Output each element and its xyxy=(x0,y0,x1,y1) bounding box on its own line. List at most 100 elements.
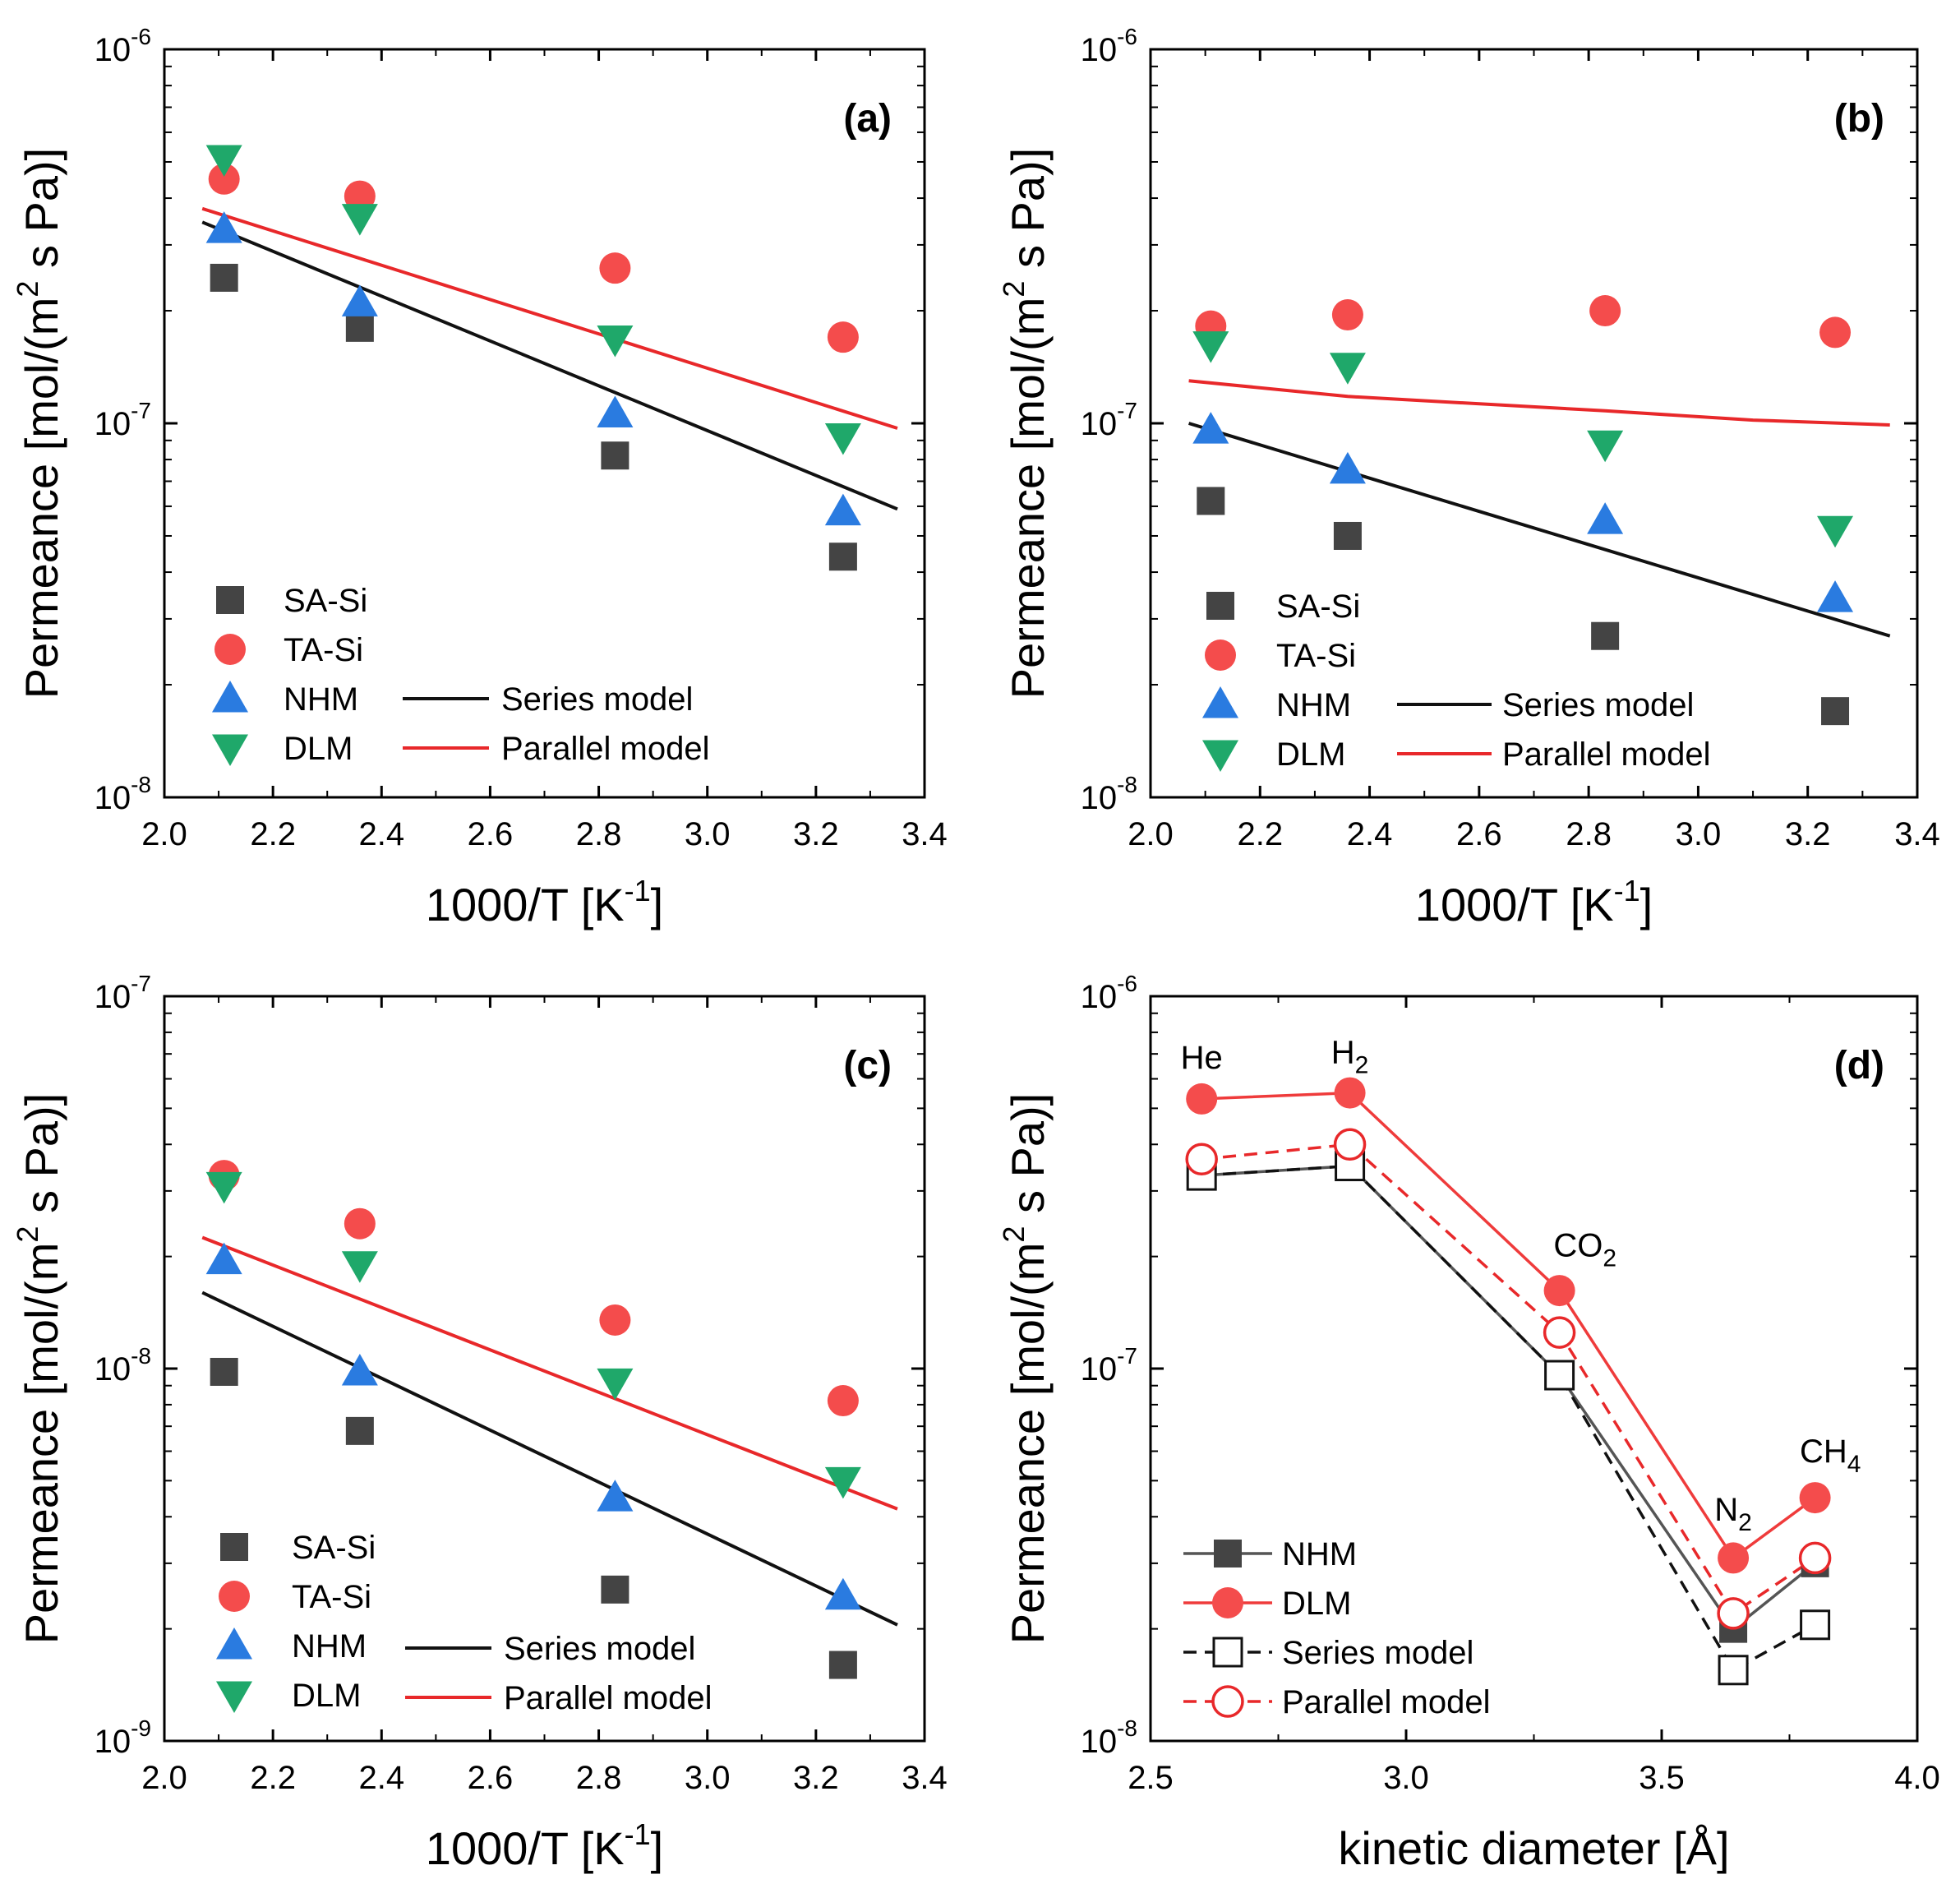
x-axis-label: kinetic diameter [Å] xyxy=(1338,1822,1729,1874)
x-tick-label: 4.0 xyxy=(1894,1760,1940,1796)
legend-nhm-marker xyxy=(1214,1540,1242,1567)
y-tick-label: 10-7 xyxy=(95,971,151,1015)
gas-label: CO2 xyxy=(1553,1228,1616,1272)
legend-label: TA-Si xyxy=(292,1579,371,1615)
parallel-model-point xyxy=(1717,1597,1750,1630)
dlm-point xyxy=(1186,1083,1218,1115)
legend-label: Series model xyxy=(1502,687,1694,723)
x-tick-label: 3.0 xyxy=(1676,816,1722,852)
parallel-model-point xyxy=(1543,1316,1576,1349)
nhm-point xyxy=(824,1577,861,1610)
series-model-point xyxy=(1544,1360,1575,1391)
panel-label: (b) xyxy=(1834,97,1884,141)
legend-label: SA-Si xyxy=(284,583,367,619)
legend-nhm-marker xyxy=(216,1628,252,1660)
x-tick-label: 2.4 xyxy=(358,1760,404,1796)
legend-label: NHM xyxy=(284,681,358,718)
x-tick-label: 2.8 xyxy=(1566,816,1612,852)
ta-si-point xyxy=(1331,299,1363,331)
legend-label: DLM xyxy=(1276,736,1345,773)
sa-si-point xyxy=(828,543,857,571)
dlm-point xyxy=(1817,515,1854,548)
x-tick-label: 3.2 xyxy=(793,1760,839,1796)
gas-label: CH4 xyxy=(1800,1434,1861,1478)
legend-label: SA-Si xyxy=(292,1530,376,1566)
ta-si-point xyxy=(1589,295,1621,327)
x-tick-label: 3.5 xyxy=(1639,1760,1685,1796)
legend-label: DLM xyxy=(292,1678,361,1714)
legend: SA-Si TA-Si NHM DLM Series model Parallel mod… xyxy=(212,583,709,767)
x-tick-label: 3.0 xyxy=(1383,1760,1429,1796)
nhm-point xyxy=(205,211,242,243)
legend-label: NHM xyxy=(1276,687,1351,723)
x-tick-label: 2.8 xyxy=(576,1760,622,1796)
series-model-point xyxy=(1800,1609,1831,1641)
ta-si-point xyxy=(344,180,376,212)
panel-c: 2.0 2.2 2.4 2.6 2.8 3.0 3.2 3.4 10-9 10-8 10-7 1000… xyxy=(11,971,948,1874)
legend-label: NHM xyxy=(1282,1536,1357,1572)
parallel-model-line xyxy=(201,206,898,430)
legend-nhm-marker xyxy=(212,681,248,713)
legend-dlm-marker xyxy=(1202,740,1238,772)
gas-label: H2 xyxy=(1331,1035,1369,1079)
legend-label: SA-Si xyxy=(1276,589,1360,625)
legend-dlm-marker xyxy=(212,734,248,766)
sa-si-point xyxy=(1333,521,1362,550)
legend: SA-Si TA-Si NHM DLM Series model Parallel mod… xyxy=(216,1530,712,1716)
nhm-point xyxy=(824,493,861,526)
y-tick-label: 10-7 xyxy=(1081,398,1137,442)
plot-frame xyxy=(163,995,926,1743)
sa-si-point xyxy=(210,1357,238,1386)
y-tick-label: 10-7 xyxy=(1081,1343,1137,1387)
series-model-line xyxy=(1201,1164,1816,1673)
dlm-point xyxy=(824,1466,861,1499)
nhm-point xyxy=(597,395,634,427)
panel-label: (d) xyxy=(1834,1044,1884,1087)
x-tick-label: 2.8 xyxy=(576,816,622,852)
x-tick-label: 2.0 xyxy=(141,1760,187,1796)
y-tick-label: 10-8 xyxy=(95,772,151,816)
x-tick-label: 2.0 xyxy=(1128,816,1174,852)
dlm-point xyxy=(824,422,861,455)
x-tick-label: 3.4 xyxy=(902,1760,948,1796)
y-tick-label: 10-8 xyxy=(1081,1715,1137,1760)
dlm-point xyxy=(597,325,634,358)
legend: NHM DLM Series model Parallel model xyxy=(1183,1536,1490,1720)
ta-si-point xyxy=(827,321,859,353)
gas-label: N2 xyxy=(1714,1492,1752,1536)
x-tick-label: 2.6 xyxy=(468,816,514,852)
legend-label: TA-Si xyxy=(284,632,363,668)
dlm-point xyxy=(597,1368,634,1401)
legend-label: Parallel model xyxy=(504,1680,712,1716)
x-tick-label: 3.4 xyxy=(1894,816,1940,852)
legend-label: DLM xyxy=(284,731,353,767)
dlm-point xyxy=(1587,430,1624,463)
x-tick-label: 3.2 xyxy=(1785,816,1831,852)
panel-b: 2.0 2.2 2.4 2.6 2.8 3.0 3.2 3.4 10-8 10-7 10-6 1000… xyxy=(997,24,1940,930)
legend-sa-si-marker xyxy=(216,586,244,614)
sa-si-point xyxy=(210,263,238,292)
x-tick-label: 2.2 xyxy=(250,1760,296,1796)
y-axis-label: Permeance [mol/(m2 s Pa)] xyxy=(997,1093,1054,1644)
legend-dlm-marker xyxy=(1212,1587,1243,1618)
panel-a: 2.0 2.2 2.4 2.6 2.8 3.0 3.2 3.4 10-8 10-7 10-6 1000… xyxy=(11,24,948,930)
legend-label: Series model xyxy=(501,681,693,718)
x-tick-label: 3.0 xyxy=(685,1760,731,1796)
x-tick-label: 3.0 xyxy=(685,816,731,852)
nhm-point xyxy=(1587,502,1624,534)
series-model-line xyxy=(201,220,898,511)
legend-label: Parallel model xyxy=(1502,736,1710,773)
x-tick-label: 2.2 xyxy=(250,816,296,852)
series-model-point xyxy=(1718,1655,1749,1686)
x-tick-label: 2.6 xyxy=(468,1760,514,1796)
dlm-point xyxy=(1718,1542,1750,1574)
dlm-point xyxy=(1329,353,1366,385)
legend-nhm-marker xyxy=(1202,686,1238,718)
legend-series-model-marker xyxy=(1212,1637,1243,1668)
legend-label: DLM xyxy=(1282,1586,1351,1622)
dlm-point xyxy=(1799,1482,1831,1514)
x-tick-label: 2.5 xyxy=(1128,1760,1174,1796)
x-axis-label: 1000/T [K-1] xyxy=(426,1817,663,1874)
legend-label: Parallel model xyxy=(501,731,709,767)
x-tick-label: 2.2 xyxy=(1237,816,1283,852)
